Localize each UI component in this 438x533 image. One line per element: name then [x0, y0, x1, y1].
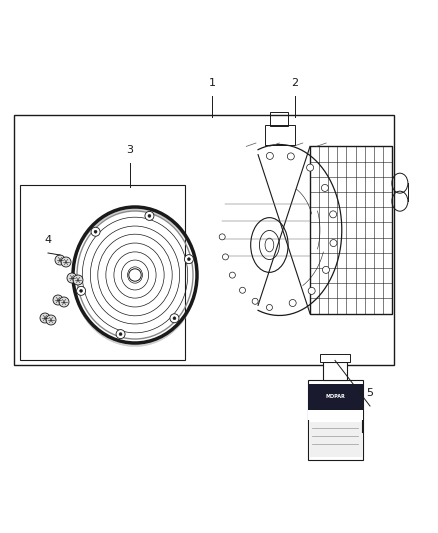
Circle shape — [129, 269, 141, 281]
Circle shape — [170, 314, 179, 323]
Bar — [270, 112, 288, 126]
Bar — [308, 384, 363, 417]
Circle shape — [80, 289, 83, 292]
Circle shape — [187, 257, 191, 261]
Circle shape — [145, 212, 154, 220]
Text: 3: 3 — [127, 145, 134, 155]
Circle shape — [330, 239, 337, 247]
Circle shape — [219, 234, 225, 240]
Circle shape — [308, 287, 315, 294]
Bar — [310, 147, 392, 313]
Bar — [323, 362, 347, 380]
Circle shape — [53, 295, 63, 305]
Circle shape — [94, 230, 97, 233]
Circle shape — [77, 286, 85, 295]
Circle shape — [252, 298, 258, 304]
Circle shape — [266, 304, 272, 310]
Bar — [265, 125, 295, 145]
Bar — [308, 380, 363, 460]
Circle shape — [55, 255, 65, 265]
Circle shape — [61, 257, 71, 267]
Text: 2: 2 — [291, 78, 299, 88]
Circle shape — [148, 214, 151, 217]
Circle shape — [119, 333, 122, 336]
Circle shape — [184, 255, 194, 264]
Circle shape — [116, 329, 125, 338]
Bar — [308, 410, 363, 420]
Circle shape — [266, 152, 273, 159]
Text: MOPAR: MOPAR — [325, 393, 345, 399]
Circle shape — [307, 164, 314, 171]
Circle shape — [91, 227, 100, 236]
Circle shape — [240, 287, 245, 293]
Text: 1: 1 — [208, 78, 215, 88]
Bar — [309, 422, 362, 457]
Circle shape — [321, 184, 328, 191]
Circle shape — [40, 313, 50, 323]
Circle shape — [287, 153, 294, 160]
Bar — [320, 354, 350, 362]
Text: 5: 5 — [367, 388, 374, 398]
Bar — [14, 115, 394, 365]
Circle shape — [330, 211, 337, 218]
Circle shape — [46, 315, 56, 325]
Circle shape — [230, 272, 235, 278]
Circle shape — [59, 297, 69, 307]
Bar — [20, 185, 185, 360]
Circle shape — [73, 275, 83, 285]
Circle shape — [289, 300, 296, 306]
Text: 4: 4 — [44, 235, 52, 245]
Circle shape — [322, 266, 329, 273]
Circle shape — [67, 273, 77, 283]
Circle shape — [173, 317, 176, 320]
Circle shape — [223, 254, 229, 260]
